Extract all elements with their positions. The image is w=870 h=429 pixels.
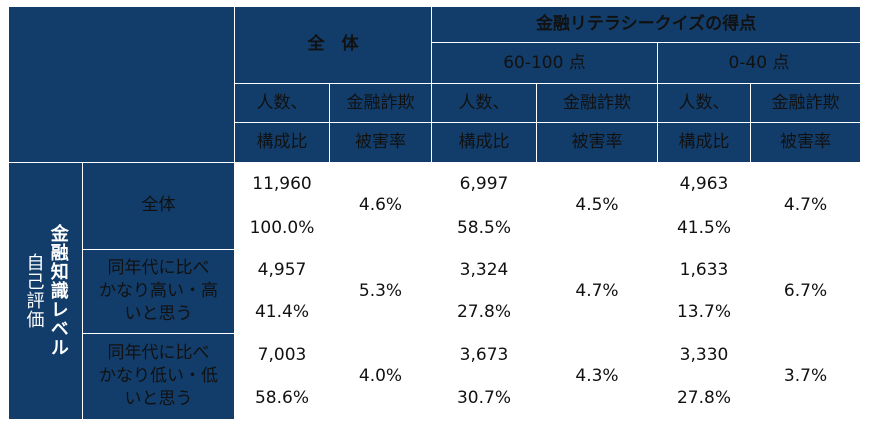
row-label-low-self: 同年代に比べ かなり低い・低 いと思う [82, 332, 235, 421]
low-count-cell: 3,330 [657, 332, 751, 378]
high-count-cell: 3,673 [431, 332, 537, 378]
col-count-header: 人数、 [234, 82, 330, 124]
low-count-cell: 4,963 [657, 161, 751, 209]
overall-rate-cell: 4.6% [329, 161, 432, 250]
row-label-total: 全体 [82, 161, 235, 250]
col-rate-header-2: 被害率 [329, 122, 432, 163]
overall-share-cell: 100.0% [234, 207, 330, 250]
low-share-cell: 41.5% [657, 207, 751, 250]
col-share-header: 構成比 [657, 122, 751, 163]
low-share-cell: 13.7% [657, 291, 751, 334]
high-rate-cell: 4.5% [536, 161, 658, 250]
col-rate-header-2: 被害率 [536, 122, 658, 163]
fraud-rate-table: 全 体 金融リテラシークイズの得点 60-100 点 0-40 点 人数、 金融… [8, 5, 862, 421]
overall-share-cell: 58.6% [234, 376, 330, 420]
col-share-header: 構成比 [431, 122, 537, 163]
knowledge-level-label: 金融知識レベル [47, 224, 69, 358]
col-rate-header: 金融詐欺 [536, 82, 658, 124]
corner-header [8, 6, 235, 163]
high-count-cell: 6,997 [431, 161, 537, 209]
low-rate-cell: 6.7% [749, 248, 862, 334]
self-assessment-label: 自己評価 [23, 252, 45, 329]
row-label-high-self: 同年代に比べ かなり高い・高 いと思う [82, 248, 235, 334]
overall-rate-cell: 4.0% [329, 332, 432, 421]
overall-count-cell: 11,960 [234, 161, 330, 209]
overall-share-cell: 41.4% [234, 291, 330, 334]
low-count-cell: 1,633 [657, 248, 751, 293]
high-share-cell: 58.5% [431, 207, 537, 250]
overall-count-cell: 4,957 [234, 248, 330, 293]
quiz-score-header: 金融リテラシークイズの得点 [430, 5, 862, 44]
overall-rate-cell: 5.3% [329, 248, 432, 334]
high-share-cell: 30.7% [431, 376, 537, 420]
high-rate-cell: 4.3% [536, 332, 658, 421]
high-share-cell: 27.8% [431, 291, 537, 334]
col-rate-header: 金融詐欺 [749, 82, 862, 124]
high-count-cell: 3,324 [431, 248, 537, 293]
col-share-header: 構成比 [234, 122, 330, 163]
col-count-header: 人数、 [657, 82, 751, 124]
col-rate-header-2: 被害率 [749, 122, 862, 163]
row-group-header: 自己評価 金融知識レベル [8, 161, 83, 421]
overall-count-cell: 7,003 [234, 332, 330, 378]
col-count-header: 人数、 [431, 82, 537, 124]
low-share-cell: 27.8% [657, 376, 751, 420]
col-rate-header: 金融詐欺 [329, 82, 432, 124]
overall-header: 全 体 [234, 6, 432, 84]
low-rate-cell: 4.7% [749, 161, 862, 250]
high-rate-cell: 4.7% [536, 248, 658, 334]
low-rate-cell: 3.7% [749, 332, 862, 421]
score-low-header: 0-40 点 [656, 42, 862, 84]
score-high-header: 60-100 点 [431, 42, 658, 84]
